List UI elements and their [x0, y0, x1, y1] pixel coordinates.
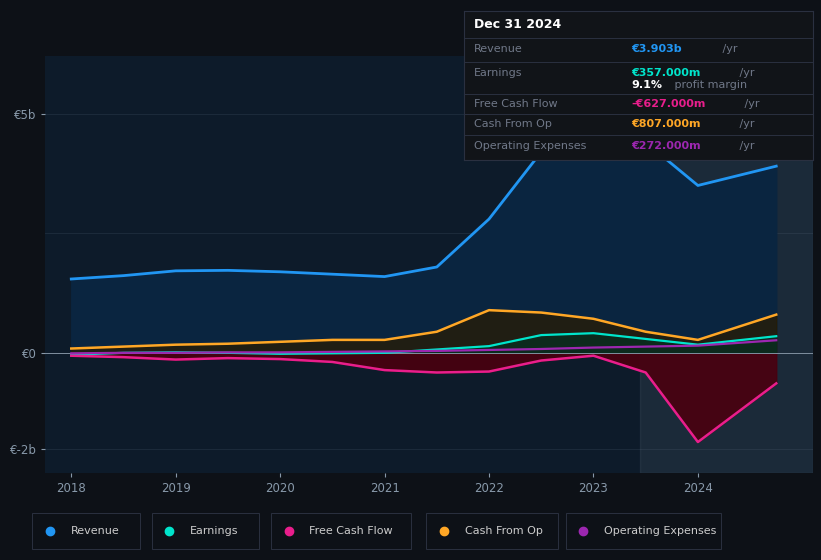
Text: Earnings: Earnings [475, 68, 523, 78]
Text: /yr: /yr [736, 119, 754, 129]
Text: -€627.000m: -€627.000m [631, 99, 706, 109]
Text: /yr: /yr [736, 141, 754, 151]
Text: €357.000m: €357.000m [631, 68, 701, 78]
Text: €3.903b: €3.903b [631, 44, 682, 54]
Text: €807.000m: €807.000m [631, 119, 701, 129]
Text: Revenue: Revenue [475, 44, 523, 54]
Text: 9.1%: 9.1% [631, 81, 663, 90]
Text: Cash From Op: Cash From Op [465, 526, 543, 535]
Text: €272.000m: €272.000m [631, 141, 701, 151]
Text: Free Cash Flow: Free Cash Flow [475, 99, 558, 109]
Text: profit margin: profit margin [672, 81, 748, 90]
Text: Earnings: Earnings [190, 526, 238, 535]
Text: /yr: /yr [736, 68, 754, 78]
Bar [640, 56, 813, 473]
Text: /yr: /yr [718, 44, 737, 54]
Text: Operating Expenses: Operating Expenses [604, 526, 717, 535]
Text: Revenue: Revenue [71, 526, 119, 535]
Text: Operating Expenses: Operating Expenses [475, 141, 587, 151]
Text: Dec 31 2024: Dec 31 2024 [475, 18, 562, 31]
Text: Free Cash Flow: Free Cash Flow [310, 526, 393, 535]
Text: Cash From Op: Cash From Op [475, 119, 553, 129]
Text: /yr: /yr [741, 99, 759, 109]
